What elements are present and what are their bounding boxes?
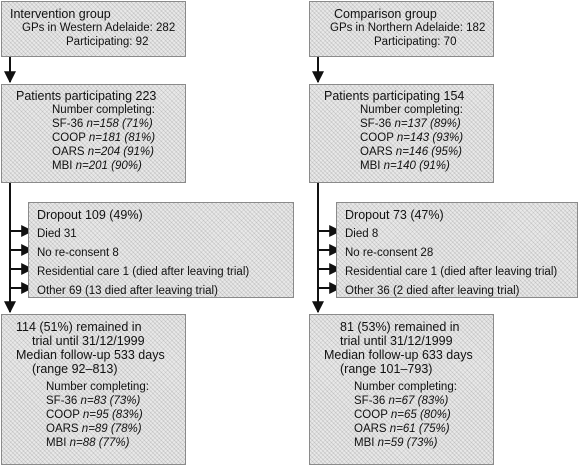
intervention-remained-box: 114 (51%) remained in trial until 31/12/… [1, 314, 186, 465]
comparison-dropout-other: Other 36 (2 died after leaving trial) [345, 285, 520, 297]
comparison-remained-line3: Median follow-up 633 days [324, 348, 473, 362]
intervention-remained-line4: (range 92–813) [32, 362, 118, 376]
comparison-gps: GPs in Northern Adelaide: 182 [330, 22, 486, 34]
comparison-group-title: Comparison group [334, 7, 437, 21]
comparison-patients-oars: OARS n=146 (95%) [360, 146, 462, 158]
comparison-remained-oars: OARS n=61 (75%) [354, 423, 450, 435]
comparison-patients-mbi: MBI n=140 (91%) [360, 160, 450, 172]
intervention-remained-completing: Number completing: [46, 381, 149, 393]
intervention-remained-line3: Median follow-up 533 days [16, 348, 165, 362]
comparison-dropout-died: Died 8 [345, 228, 379, 240]
intervention-dropout-title: Dropout 109 (49%) [37, 208, 143, 222]
comparison-dropout-noconsent: No re-consent 28 [345, 247, 434, 259]
intervention-group-title: Intervention group [10, 7, 111, 21]
intervention-patients-coop: COOP n=181 (81%) [52, 132, 156, 144]
intervention-gps: GPs in Western Adelaide: 282 [22, 22, 176, 34]
comparison-dropout-residential: Residential care 1 (died after leaving t… [345, 266, 558, 278]
intervention-remained-line1: 114 (51%) remained in [16, 320, 142, 334]
comparison-remained-sf36: SF-36 n=67 (83%) [354, 395, 449, 407]
intervention-participating: Participating: 92 [66, 36, 149, 48]
comparison-group-box: Comparison group GPs in Northern Adelaid… [309, 1, 494, 57]
comparison-remained-coop: COOP n=65 (80%) [354, 409, 451, 421]
comparison-patients-box: Patients participating 154 Number comple… [309, 84, 494, 183]
intervention-dropout-other: Other 69 (13 died after leaving trial) [37, 285, 218, 297]
comparison-remained-mbi: MBI n=59 (73%) [354, 437, 438, 449]
intervention-remained-mbi: MBI n=88 (77%) [46, 437, 130, 449]
comparison-remained-box: 81 (53%) remained in trial until 31/12/1… [309, 314, 494, 465]
intervention-group-box: Intervention group GPs in Western Adelai… [1, 1, 186, 57]
comparison-remained-line4: (range 101–793) [340, 362, 433, 376]
intervention-remained-line2: trial until 31/12/1999 [32, 334, 145, 348]
comparison-remained-line1: 81 (53%) remained in [340, 320, 460, 334]
intervention-patients-mbi: MBI n=201 (90%) [52, 160, 142, 172]
intervention-dropout-noconsent: No re-consent 8 [37, 247, 119, 259]
comparison-dropout-box: Dropout 73 (47%) Died 8 No re-consent 28… [336, 202, 578, 298]
intervention-dropout-residential: Residential care 1 (died after leaving t… [37, 266, 250, 278]
comparison-remained-completing: Number completing: [354, 381, 457, 393]
intervention-patients-box: Patients participating 223 Number comple… [1, 84, 186, 183]
comparison-patients-completing: Number completing: [360, 104, 463, 116]
intervention-remained-oars: OARS n=89 (78%) [46, 423, 142, 435]
intervention-patients-title: Patients participating 223 [16, 89, 157, 103]
comparison-patients-title: Patients participating 154 [324, 89, 465, 103]
comparison-patients-coop: COOP n=143 (93%) [360, 132, 464, 144]
intervention-dropout-died: Died 31 [37, 228, 77, 240]
comparison-remained-line2: trial until 31/12/1999 [340, 334, 453, 348]
intervention-patients-sf36: SF-36 n=158 (71%) [52, 118, 153, 130]
intervention-remained-sf36: SF-36 n=83 (73%) [46, 395, 141, 407]
comparison-patients-sf36: SF-36 n=137 (89%) [360, 118, 461, 130]
intervention-remained-coop: COOP n=95 (83%) [46, 409, 143, 421]
intervention-dropout-box: Dropout 109 (49%) Died 31 No re-consent … [28, 202, 294, 298]
intervention-patients-oars: OARS n=204 (91%) [52, 146, 154, 158]
comparison-dropout-title: Dropout 73 (47%) [345, 208, 444, 222]
intervention-patients-completing: Number completing: [52, 104, 155, 116]
comparison-participating: Participating: 70 [374, 36, 457, 48]
